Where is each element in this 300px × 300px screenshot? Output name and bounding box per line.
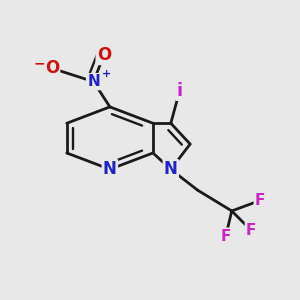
Text: F: F (246, 223, 256, 238)
Text: F: F (220, 229, 231, 244)
Text: +: + (101, 69, 111, 79)
Text: O: O (97, 46, 111, 64)
Text: N: N (87, 74, 100, 89)
Text: N: N (103, 160, 117, 178)
Text: O: O (45, 59, 59, 77)
Text: −: − (34, 57, 45, 71)
Text: F: F (255, 193, 265, 208)
Text: N: N (164, 160, 178, 178)
Text: i: i (177, 82, 183, 100)
